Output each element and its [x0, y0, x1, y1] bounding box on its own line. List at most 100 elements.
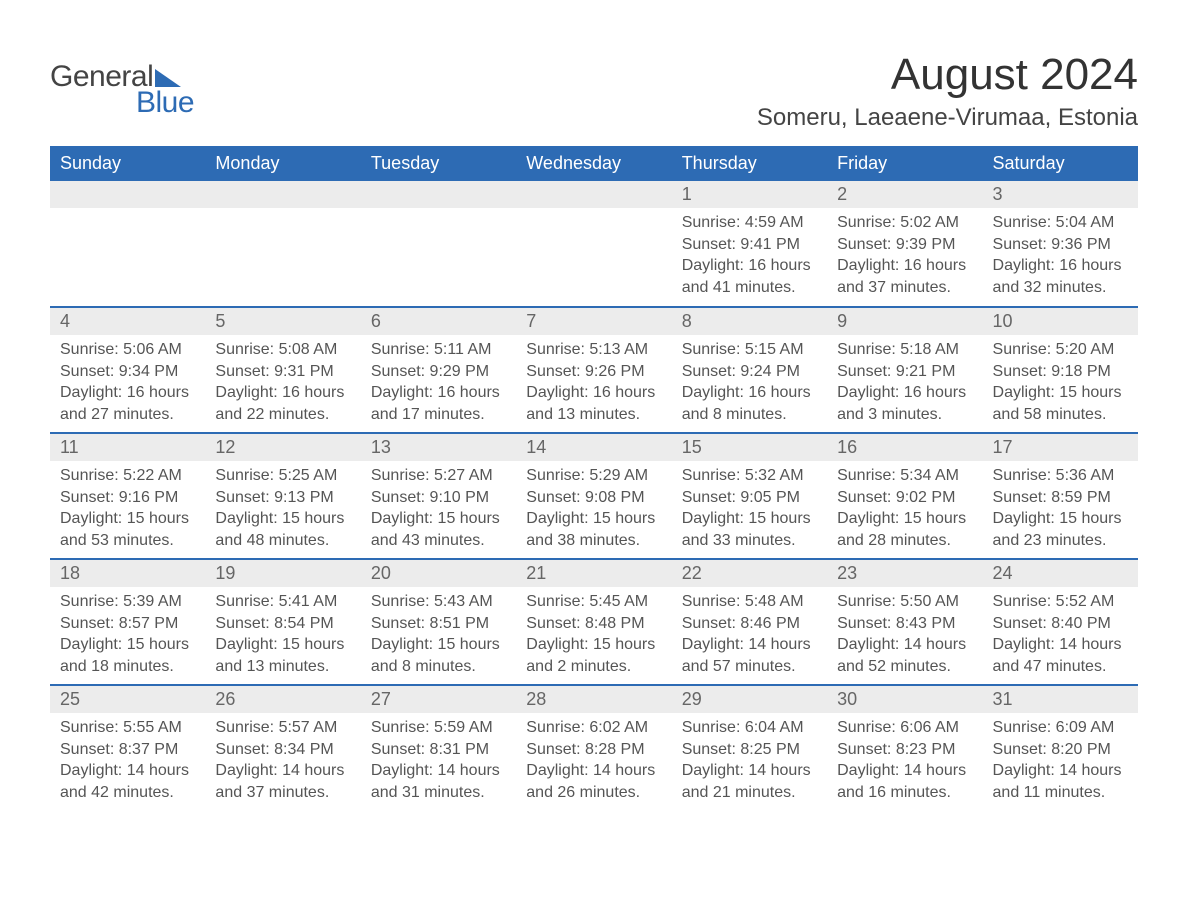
day-number: 6 — [361, 308, 516, 335]
day-number: 22 — [672, 560, 827, 587]
day-sunrise: Sunrise: 5:13 AM — [526, 339, 661, 361]
day-daylight2: and 53 minutes. — [60, 530, 195, 552]
day-daylight2: and 11 minutes. — [993, 782, 1128, 804]
calendar-day-cell: 3Sunrise: 5:04 AMSunset: 9:36 PMDaylight… — [983, 181, 1138, 307]
day-daylight1: Daylight: 15 hours — [682, 508, 817, 530]
weekday-header: Saturday — [983, 146, 1138, 181]
day-daylight1: Daylight: 16 hours — [837, 255, 972, 277]
day-sunset: Sunset: 9:10 PM — [371, 487, 506, 509]
day-daylight1: Daylight: 15 hours — [60, 634, 195, 656]
day-sunrise: Sunrise: 5:59 AM — [371, 717, 506, 739]
day-sunset: Sunset: 8:40 PM — [993, 613, 1128, 635]
day-body: Sunrise: 5:22 AMSunset: 9:16 PMDaylight:… — [50, 461, 205, 555]
day-daylight2: and 57 minutes. — [682, 656, 817, 678]
day-body: Sunrise: 4:59 AMSunset: 9:41 PMDaylight:… — [672, 208, 827, 302]
day-sunrise: Sunrise: 5:41 AM — [215, 591, 350, 613]
day-number: 28 — [516, 686, 671, 713]
day-daylight2: and 13 minutes. — [215, 656, 350, 678]
day-sunrise: Sunrise: 4:59 AM — [682, 212, 817, 234]
calendar-day-cell: 2Sunrise: 5:02 AMSunset: 9:39 PMDaylight… — [827, 181, 982, 307]
day-sunrise: Sunrise: 5:25 AM — [215, 465, 350, 487]
calendar-day-cell — [50, 181, 205, 307]
calendar-day-cell: 17Sunrise: 5:36 AMSunset: 8:59 PMDayligh… — [983, 433, 1138, 559]
day-sunset: Sunset: 8:51 PM — [371, 613, 506, 635]
day-sunrise: Sunrise: 5:11 AM — [371, 339, 506, 361]
day-daylight1: Daylight: 16 hours — [993, 255, 1128, 277]
day-daylight1: Daylight: 16 hours — [837, 382, 972, 404]
weekday-header: Thursday — [672, 146, 827, 181]
day-number: 8 — [672, 308, 827, 335]
day-number: 27 — [361, 686, 516, 713]
day-number: 9 — [827, 308, 982, 335]
day-number: 19 — [205, 560, 360, 587]
day-number: 12 — [205, 434, 360, 461]
logo-text-blue: Blue — [136, 86, 194, 120]
day-sunset: Sunset: 8:48 PM — [526, 613, 661, 635]
day-body: Sunrise: 5:04 AMSunset: 9:36 PMDaylight:… — [983, 208, 1138, 302]
day-daylight1: Daylight: 15 hours — [837, 508, 972, 530]
day-daylight1: Daylight: 15 hours — [371, 634, 506, 656]
day-sunrise: Sunrise: 6:04 AM — [682, 717, 817, 739]
day-body: Sunrise: 5:25 AMSunset: 9:13 PMDaylight:… — [205, 461, 360, 555]
day-sunrise: Sunrise: 5:20 AM — [993, 339, 1128, 361]
calendar-week-row: 18Sunrise: 5:39 AMSunset: 8:57 PMDayligh… — [50, 559, 1138, 685]
day-daylight2: and 26 minutes. — [526, 782, 661, 804]
calendar-day-cell — [361, 181, 516, 307]
day-body: Sunrise: 5:36 AMSunset: 8:59 PMDaylight:… — [983, 461, 1138, 555]
day-daylight2: and 58 minutes. — [993, 404, 1128, 426]
calendar-day-cell: 29Sunrise: 6:04 AMSunset: 8:25 PMDayligh… — [672, 685, 827, 811]
calendar-day-cell: 1Sunrise: 4:59 AMSunset: 9:41 PMDaylight… — [672, 181, 827, 307]
day-sunrise: Sunrise: 5:08 AM — [215, 339, 350, 361]
day-sunset: Sunset: 8:25 PM — [682, 739, 817, 761]
day-sunset: Sunset: 9:05 PM — [682, 487, 817, 509]
day-sunset: Sunset: 8:28 PM — [526, 739, 661, 761]
day-body: Sunrise: 5:29 AMSunset: 9:08 PMDaylight:… — [516, 461, 671, 555]
day-sunset: Sunset: 8:46 PM — [682, 613, 817, 635]
day-sunrise: Sunrise: 6:06 AM — [837, 717, 972, 739]
day-body: Sunrise: 5:27 AMSunset: 9:10 PMDaylight:… — [361, 461, 516, 555]
day-daylight2: and 17 minutes. — [371, 404, 506, 426]
day-sunset: Sunset: 8:20 PM — [993, 739, 1128, 761]
day-daylight1: Daylight: 16 hours — [526, 382, 661, 404]
day-daylight2: and 13 minutes. — [526, 404, 661, 426]
calendar-day-cell: 30Sunrise: 6:06 AMSunset: 8:23 PMDayligh… — [827, 685, 982, 811]
weekday-header: Wednesday — [516, 146, 671, 181]
day-body: Sunrise: 5:08 AMSunset: 9:31 PMDaylight:… — [205, 335, 360, 429]
day-number: 2 — [827, 181, 982, 208]
day-sunrise: Sunrise: 5:27 AM — [371, 465, 506, 487]
calendar-day-cell: 26Sunrise: 5:57 AMSunset: 8:34 PMDayligh… — [205, 685, 360, 811]
day-sunrise: Sunrise: 5:50 AM — [837, 591, 972, 613]
day-sunset: Sunset: 9:34 PM — [60, 361, 195, 383]
day-sunset: Sunset: 9:08 PM — [526, 487, 661, 509]
day-sunrise: Sunrise: 5:02 AM — [837, 212, 972, 234]
calendar-day-cell: 5Sunrise: 5:08 AMSunset: 9:31 PMDaylight… — [205, 307, 360, 433]
calendar-day-cell: 13Sunrise: 5:27 AMSunset: 9:10 PMDayligh… — [361, 433, 516, 559]
day-daylight1: Daylight: 16 hours — [682, 382, 817, 404]
day-number: 11 — [50, 434, 205, 461]
day-daylight1: Daylight: 14 hours — [993, 634, 1128, 656]
day-number: 16 — [827, 434, 982, 461]
day-daylight2: and 41 minutes. — [682, 277, 817, 299]
flag-icon — [155, 69, 181, 87]
day-sunset: Sunset: 8:34 PM — [215, 739, 350, 761]
calendar-week-row: 4Sunrise: 5:06 AMSunset: 9:34 PMDaylight… — [50, 307, 1138, 433]
day-daylight1: Daylight: 14 hours — [215, 760, 350, 782]
day-daylight1: Daylight: 15 hours — [526, 634, 661, 656]
day-sunset: Sunset: 9:29 PM — [371, 361, 506, 383]
calendar-day-cell: 8Sunrise: 5:15 AMSunset: 9:24 PMDaylight… — [672, 307, 827, 433]
day-body: Sunrise: 5:50 AMSunset: 8:43 PMDaylight:… — [827, 587, 982, 681]
day-daylight2: and 42 minutes. — [60, 782, 195, 804]
day-sunset: Sunset: 9:18 PM — [993, 361, 1128, 383]
day-body: Sunrise: 5:32 AMSunset: 9:05 PMDaylight:… — [672, 461, 827, 555]
calendar-day-cell: 15Sunrise: 5:32 AMSunset: 9:05 PMDayligh… — [672, 433, 827, 559]
day-body: Sunrise: 5:59 AMSunset: 8:31 PMDaylight:… — [361, 713, 516, 807]
day-daylight2: and 8 minutes. — [371, 656, 506, 678]
day-sunrise: Sunrise: 5:34 AM — [837, 465, 972, 487]
weekday-header: Friday — [827, 146, 982, 181]
day-sunrise: Sunrise: 5:06 AM — [60, 339, 195, 361]
day-daylight2: and 8 minutes. — [682, 404, 817, 426]
day-num-row-empty — [205, 181, 360, 208]
calendar-day-cell: 12Sunrise: 5:25 AMSunset: 9:13 PMDayligh… — [205, 433, 360, 559]
calendar-day-cell: 24Sunrise: 5:52 AMSunset: 8:40 PMDayligh… — [983, 559, 1138, 685]
day-daylight1: Daylight: 16 hours — [60, 382, 195, 404]
